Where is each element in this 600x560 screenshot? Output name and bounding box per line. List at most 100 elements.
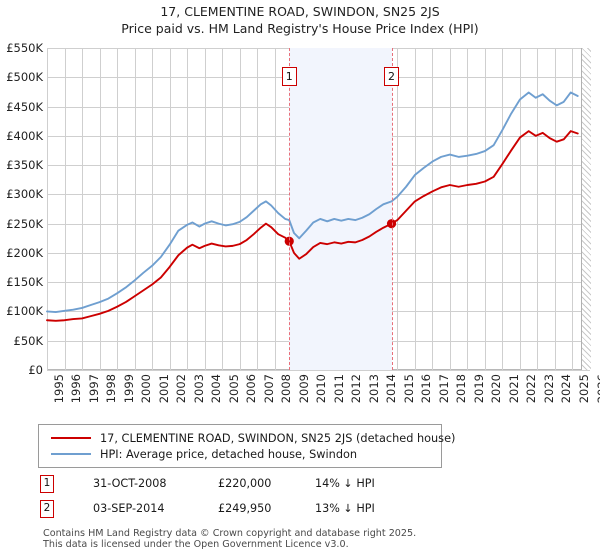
y-tick-label: £0	[28, 363, 43, 377]
gridline-vertical	[537, 48, 539, 370]
x-tick-label: 2004	[209, 374, 224, 404]
no-data-hatch	[581, 48, 591, 370]
x-tick-label: 2014	[384, 374, 399, 404]
x-axis-ticks: 1995 1996 1997 1998 1999 2000 2001 2002 2003 2004…	[47, 374, 600, 420]
y-tick-label: £400K	[6, 128, 43, 143]
footer-line-1: Contains HM Land Registry data © Crown c…	[43, 528, 417, 539]
legend-swatch-price-paid	[51, 437, 91, 439]
x-tick-label: 2005	[226, 374, 241, 404]
ownership-period-band	[289, 48, 392, 370]
y-tick-label: £550K	[6, 41, 43, 55]
gridline-vertical	[432, 48, 434, 370]
transaction-price-2: £249,950	[218, 502, 272, 515]
y-tick-label: £50K	[13, 333, 44, 348]
event-vertical-line	[391, 48, 393, 370]
x-tick-label: 2002	[174, 374, 189, 404]
footer-line-2: This data is licensed under the Open Gov…	[43, 539, 349, 550]
legend-label-price-paid: 17, CLEMENTINE ROAD, SWINDON, SN25 2JS (…	[100, 431, 456, 445]
x-tick-label: 2026	[594, 374, 600, 404]
gridline-vertical	[187, 48, 189, 370]
event-marker-box[interactable]: 1	[281, 67, 297, 86]
x-tick-label: 2003	[191, 374, 206, 404]
gridline-vertical	[64, 48, 66, 370]
x-tick-label: 1998	[104, 374, 119, 404]
x-tick-label: 2000	[139, 374, 154, 404]
x-tick-label: 2011	[331, 374, 346, 404]
x-tick-label: 2019	[471, 374, 486, 404]
legend-item-price-paid: 17, CLEMENTINE ROAD, SWINDON, SN25 2JS (…	[47, 430, 455, 446]
transaction-price-1: £220,000	[218, 477, 272, 490]
gridline-vertical	[134, 48, 136, 370]
gridline-vertical	[222, 48, 224, 370]
y-tick-label: £300K	[6, 187, 43, 202]
gridline-vertical	[117, 48, 119, 370]
transaction-hpi-delta-2: 13% ↓ HPI	[315, 502, 375, 515]
series-line	[46, 91, 579, 313]
gridline-vertical	[169, 48, 171, 370]
x-tick-label: 2007	[261, 374, 276, 404]
page-title: 17, CLEMENTINE ROAD, SWINDON, SN25 2JS	[160, 4, 440, 19]
y-tick-label: £200K	[6, 245, 43, 260]
legend-label-hpi: HPI: Average price, detached house, Swin…	[100, 447, 358, 461]
transaction-date-1: 31-OCT-2008	[93, 477, 167, 490]
event-marker-box[interactable]: 2	[384, 67, 400, 86]
gridline-vertical	[449, 48, 451, 370]
gridline-vertical	[239, 48, 241, 370]
gridline-vertical	[152, 48, 154, 370]
chart-title-block: 17, CLEMENTINE ROAD, SWINDON, SN25 2JS P…	[0, 3, 600, 37]
event-vertical-line	[289, 48, 291, 370]
gridline-vertical	[397, 48, 399, 370]
plot-area	[46, 48, 591, 371]
footer-attribution: Contains HM Land Registry data © Crown c…	[43, 528, 583, 550]
gridline-vertical	[204, 48, 206, 370]
y-tick-label: £100K	[6, 304, 43, 319]
y-tick-label: £350K	[6, 158, 43, 173]
x-tick-label: 2022	[524, 374, 539, 404]
y-tick-label: £250K	[6, 216, 43, 231]
gridline-vertical	[414, 48, 416, 370]
legend-item-hpi: HPI: Average price, detached house, Swin…	[47, 446, 433, 462]
x-tick-label: 2018	[454, 374, 469, 404]
x-tick-label: 2009	[296, 374, 311, 404]
series-lines	[46, 91, 579, 322]
table-row[interactable]: 2 03-SEP-2014 £249,950 13% ↓ HPI	[38, 499, 458, 521]
x-tick-label: 1997	[86, 374, 101, 404]
transaction-index-2: 2	[40, 500, 54, 518]
x-tick-label: 2021	[506, 374, 521, 404]
legend-swatch-hpi	[51, 453, 91, 455]
y-axis-ticks: £0 £50K £100K £150K £200K £250K £300K £350K £400…	[0, 41, 44, 377]
x-tick-label: 2016	[419, 374, 434, 404]
gridline-vertical	[519, 48, 521, 370]
table-row[interactable]: 1 31-OCT-2008 £220,000 14% ↓ HPI	[38, 474, 458, 496]
transaction-date-2: 03-SEP-2014	[93, 502, 165, 515]
x-tick-label: 2013	[366, 374, 381, 404]
x-tick-label: 2006	[244, 374, 259, 404]
x-tick-label: 2001	[156, 374, 171, 404]
x-tick-label: 2015	[401, 374, 416, 404]
x-tick-label: 2023	[541, 374, 556, 404]
y-tick-label: £450K	[6, 99, 43, 114]
x-tick-label: 2010	[314, 374, 329, 404]
gridline-horizontal	[47, 370, 590, 371]
x-tick-label: 2012	[349, 374, 364, 404]
gridline-vertical	[82, 48, 84, 370]
transaction-index-1: 1	[40, 475, 54, 493]
gridline-vertical	[467, 48, 469, 370]
gridline-vertical	[257, 48, 259, 370]
x-tick-label: 2020	[489, 374, 504, 404]
x-tick-label: 1996	[69, 374, 84, 404]
y-tick-label: £500K	[6, 70, 43, 85]
page-subtitle: Price paid vs. HM Land Registry's House …	[121, 21, 479, 36]
x-tick-label: 2008	[279, 374, 294, 404]
series-line	[46, 130, 579, 322]
x-tick-label: 2017	[436, 374, 451, 404]
y-tick-label: £150K	[6, 275, 43, 290]
chart-legend: 17, CLEMENTINE ROAD, SWINDON, SN25 2JS (…	[38, 424, 455, 468]
gridline-vertical	[502, 48, 504, 370]
gridline-vertical	[554, 48, 556, 370]
gridline-vertical	[572, 48, 574, 370]
gridline-vertical	[484, 48, 486, 370]
x-tick-label: 1999	[121, 374, 136, 404]
gridline-vertical	[99, 48, 101, 370]
